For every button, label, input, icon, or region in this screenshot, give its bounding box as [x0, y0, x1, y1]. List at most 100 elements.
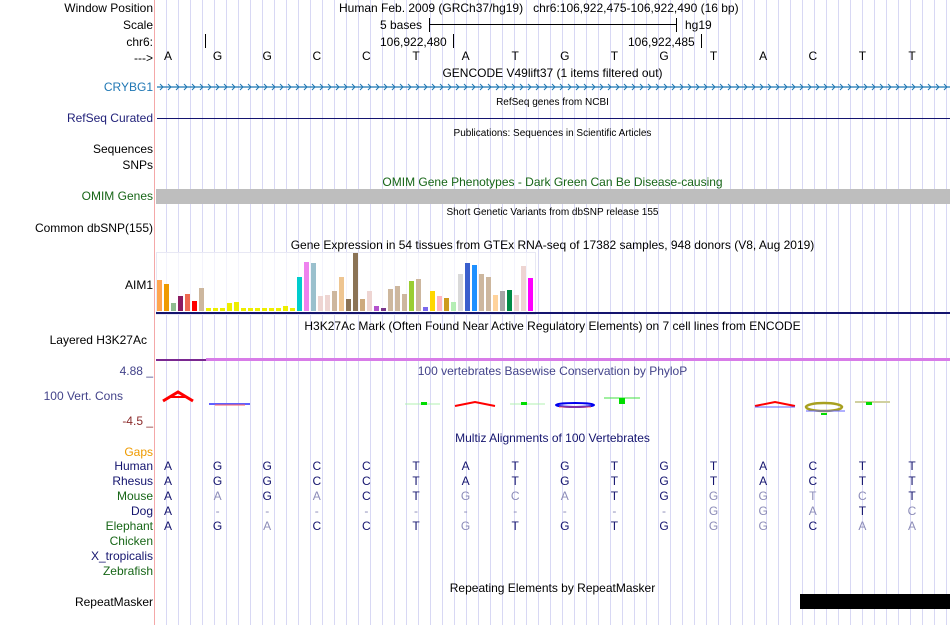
- gtex-tissue-bar[interactable]: [332, 291, 337, 311]
- gtex-tissue-bar[interactable]: [423, 307, 428, 311]
- assembly-title[interactable]: Human Feb. 2009 (GRCh37/hg19) chr6:106,9…: [339, 1, 739, 15]
- gtex-tissue-bar[interactable]: [248, 308, 253, 311]
- gtex-tissue-bar[interactable]: [339, 277, 344, 311]
- gtex-tissue-bar[interactable]: [360, 299, 365, 311]
- repeatmasker-label[interactable]: RepeatMasker: [74, 595, 153, 609]
- gtex-bars: [156, 252, 536, 312]
- gtex-tissue-bar[interactable]: [409, 281, 414, 311]
- gtex-tissue-bar[interactable]: [430, 291, 435, 311]
- alignment-base: T: [511, 519, 519, 533]
- gtex-tissue-bar[interactable]: [318, 296, 323, 311]
- gtex-tissue-bar[interactable]: [192, 301, 197, 311]
- species-label-human[interactable]: Human: [114, 459, 153, 473]
- gtex-tissue-bar[interactable]: [220, 308, 225, 311]
- gtex-tissue-bar[interactable]: [521, 266, 526, 311]
- gtex-tissue-bar[interactable]: [283, 306, 288, 311]
- gtex-tissue-bar[interactable]: [157, 280, 162, 311]
- gtex-tissue-bar[interactable]: [374, 306, 379, 311]
- gtex-tissue-bar[interactable]: [178, 296, 183, 311]
- gtex-tissue-bar[interactable]: [262, 308, 267, 311]
- gencode-label[interactable]: CRYBG1: [103, 80, 153, 94]
- gtex-tissue-bar[interactable]: [297, 277, 302, 311]
- h3k27ac-label[interactable]: Layered H3K27Ac: [49, 333, 147, 347]
- phylop-label[interactable]: 100 Vert. Cons: [43, 389, 123, 403]
- gtex-tissue-bar[interactable]: [437, 296, 442, 311]
- refseq-title[interactable]: RefSeq genes from NCBI: [496, 97, 609, 108]
- alignment-base: G: [460, 489, 471, 503]
- species-label-elephant[interactable]: Elephant: [105, 519, 153, 533]
- gtex-tissue-bar[interactable]: [234, 302, 239, 311]
- gtex-tissue-bar[interactable]: [269, 308, 274, 311]
- multiz-title[interactable]: Multiz Alignments of 100 Vertebrates: [455, 431, 650, 445]
- repeatmasker-title[interactable]: Repeating Elements by RepeatMasker: [449, 581, 656, 595]
- gtex-tissue-bar[interactable]: [451, 302, 456, 311]
- gtex-tissue-bar[interactable]: [311, 263, 316, 311]
- strand-chevron-icon: [191, 83, 196, 91]
- gtex-tissue-bar[interactable]: [388, 289, 393, 311]
- gtex-tissue-bar[interactable]: [164, 284, 169, 311]
- gtex-tissue-bar[interactable]: [472, 265, 477, 311]
- omim-title[interactable]: OMIM Gene Phenotypes - Dark Green Can Be…: [382, 175, 723, 189]
- gtex-tissue-bar[interactable]: [528, 278, 533, 311]
- gtex-tissue-bar[interactable]: [367, 291, 372, 311]
- gtex-tissue-bar[interactable]: [346, 299, 351, 311]
- strand-label: --->: [134, 51, 153, 65]
- dbsnp-title[interactable]: Short Genetic Variants from dbSNP releas…: [446, 207, 659, 218]
- gtex-tissue-bar[interactable]: [479, 274, 484, 311]
- strand-chevron-icon: [311, 83, 316, 91]
- species-label-chicken[interactable]: Chicken: [109, 534, 153, 548]
- species-label-mouse[interactable]: Mouse: [116, 489, 153, 503]
- gtex-tissue-bar[interactable]: [304, 262, 309, 311]
- gtex-tissue-bar[interactable]: [402, 294, 407, 311]
- gtex-tissue-bar[interactable]: [290, 308, 295, 311]
- base-letter: C: [808, 49, 818, 63]
- gtex-tissue-bar[interactable]: [199, 288, 204, 311]
- gtex-tissue-bar[interactable]: [458, 274, 463, 311]
- gtex-tissue-bar[interactable]: [486, 277, 491, 311]
- gtex-tissue-bar[interactable]: [227, 303, 232, 311]
- species-label-dog[interactable]: Dog: [130, 504, 153, 518]
- species-label-x_tropicalis[interactable]: X_tropicalis: [90, 549, 153, 563]
- gtex-tissue-bar[interactable]: [507, 290, 512, 311]
- coord-tick: [205, 34, 206, 48]
- strand-chevron-icon: [639, 83, 644, 91]
- gtex-tissue-bar[interactable]: [500, 291, 505, 311]
- snps-label[interactable]: SNPs: [122, 158, 153, 172]
- refseq-label[interactable]: RefSeq Curated: [66, 111, 153, 125]
- gtex-tissue-bar[interactable]: [395, 286, 400, 311]
- gtex-tissue-bar[interactable]: [213, 308, 218, 311]
- strand-chevron-icon: [279, 83, 284, 91]
- gtex-tissue-bar[interactable]: [444, 298, 449, 311]
- gtex-tissue-bar[interactable]: [514, 295, 519, 311]
- gtex-tissue-bar[interactable]: [353, 253, 358, 311]
- gtex-tissue-bar[interactable]: [171, 303, 176, 311]
- h3k27ac-title[interactable]: H3K27Ac Mark (Often Found Near Active Re…: [304, 319, 801, 333]
- strand-chevron-icon: [271, 83, 276, 91]
- omim-label[interactable]: OMIM Genes: [81, 189, 153, 203]
- species-label-zebrafish[interactable]: Zebrafish: [102, 564, 153, 578]
- crybg1-gene[interactable]: [157, 81, 950, 93]
- gtex-tissue-bar[interactable]: [206, 308, 211, 311]
- sequences-label[interactable]: Sequences: [92, 142, 153, 156]
- omim-gene-bar[interactable]: [156, 189, 950, 204]
- gtex-tissue-bar[interactable]: [493, 295, 498, 311]
- gtex-tissue-bar[interactable]: [185, 294, 190, 311]
- gtex-tissue-bar[interactable]: [276, 308, 281, 311]
- gencode-title[interactable]: GENCODE V49lift37 (1 items filtered out): [442, 66, 663, 80]
- gtex-tissue-bar[interactable]: [381, 308, 386, 311]
- refseq-line[interactable]: [157, 118, 950, 119]
- gtex-tissue-bar[interactable]: [325, 295, 330, 311]
- repeat-element[interactable]: [800, 594, 950, 609]
- gtex-title[interactable]: Gene Expression in 54 tissues from GTEx …: [290, 238, 815, 252]
- gtex-tissue-bar[interactable]: [255, 308, 260, 311]
- gtex-label[interactable]: AIM1: [124, 278, 153, 292]
- gtex-tissue-bar[interactable]: [465, 263, 470, 311]
- alignment-base: T: [511, 459, 519, 473]
- gaps-label[interactable]: Gaps: [124, 445, 153, 459]
- dbsnp-label[interactable]: Common dbSNP(155): [34, 221, 153, 235]
- publications-title[interactable]: Publications: Sequences in Scientific Ar…: [453, 128, 652, 139]
- species-label-rhesus[interactable]: Rhesus: [112, 474, 153, 488]
- gtex-tissue-bar[interactable]: [416, 279, 421, 311]
- phylop-title[interactable]: 100 vertebrates Basewise Conservation by…: [417, 364, 688, 378]
- gtex-tissue-bar[interactable]: [241, 308, 246, 311]
